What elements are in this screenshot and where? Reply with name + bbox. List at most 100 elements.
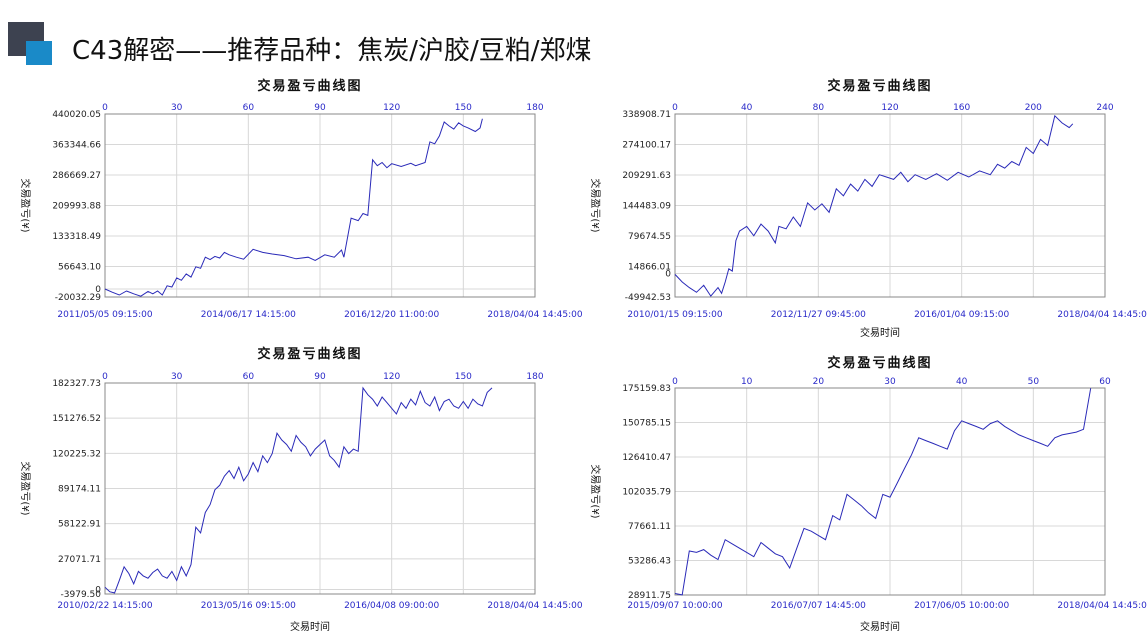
y-tick-label: 28911.75 [628,591,671,601]
y-axis-title: 交易盈亏(¥) [589,178,602,232]
bottom-tick-label: 2010/02/22 14:15:00 [57,601,152,611]
y-tick-label: 27071.71 [58,555,101,565]
equity-curve-line [674,388,1092,596]
bottom-tick-label: 2016/12/20 11:00:00 [344,310,439,320]
top-tick-label: 80 [813,103,825,113]
bottom-tick-label: 2015/09/07 10:00:00 [627,601,722,611]
top-tick-label: 160 [953,103,970,113]
equity-chart-3: 交易盈亏曲线图 0 30 60 90 120 150 180 182327.73 151276.5… [19,346,583,633]
y-tick-label: 0 [95,585,101,595]
top-tick-label: 0 [102,372,108,382]
bottom-tick-label: 2011/05/05 09:15:00 [57,310,152,320]
top-tick-label: 30 [171,103,183,113]
top-tick-label: 0 [102,103,108,113]
y-tick-label: 89174.11 [58,485,101,495]
y-tick-label: 58122.91 [58,520,101,530]
y-tick-label: 79674.55 [628,232,671,242]
top-tick-label: 40 [956,377,968,387]
bottom-tick-label: 2010/01/15 09:15:00 [627,310,722,320]
y-tick-label: 126410.47 [622,453,671,463]
top-tick-label: 240 [1096,103,1113,113]
slide-title: C43解密——推荐品种：焦炭/沪胶/豆粕/郑煤 [72,36,592,66]
top-tick-label: 120 [383,372,400,382]
bottom-tick-label: 2018/04/04 14:45:00 [487,310,582,320]
top-tick-label: 60 [1099,377,1111,387]
plot-frame [674,113,1106,298]
y-tick-label: 53286.43 [628,557,671,567]
top-tick-label: 120 [383,103,400,113]
x-axis-title: 交易时间 [860,620,900,633]
bottom-tick-label: 2017/06/05 10:00:00 [914,601,1009,611]
top-tick-label: 10 [741,377,753,387]
y-tick-label: 440020.05 [52,110,101,120]
y-tick-label: 150785.15 [622,419,671,429]
top-tick-label: 0 [672,377,678,387]
y-tick-label: 120225.32 [52,449,101,459]
chart-title: 交易盈亏曲线图 [827,355,932,371]
top-tick-label: 40 [741,103,753,113]
top-tick-label: 0 [672,103,678,113]
top-tick-label: 30 [171,372,183,382]
y-tick-label: 144483.09 [622,202,671,212]
y-axis-title: 交易盈亏(¥) [19,461,32,515]
y-tick-label: 182327.73 [52,379,101,389]
y-tick-label: 133318.49 [52,232,101,242]
y-tick-label: -49942.53 [625,293,671,303]
top-tick-label: 200 [1025,103,1042,113]
top-tick-label: 180 [526,372,543,382]
y-axis-title: 交易盈亏(¥) [19,178,32,232]
top-tick-label: 50 [1028,377,1040,387]
equity-chart-1: 交易盈亏曲线图 0 30 60 90 120 150 180 440020.05 363344.6… [19,78,583,320]
plot-frame [104,382,536,595]
y-tick-label: 209993.88 [52,202,101,212]
y-tick-label: 151276.52 [52,414,101,424]
x-axis-title: 交易时间 [860,326,900,339]
plot-frame [104,113,536,298]
bottom-tick-label: 2016/07/07 14:45:00 [771,601,866,611]
chart-title: 交易盈亏曲线图 [257,346,362,362]
top-tick-label: 180 [526,103,543,113]
equity-chart-4: 交易盈亏曲线图 0 10 20 30 40 50 60 175159.83 150785.15 12… [589,355,1147,633]
bottom-tick-label: 2013/05/16 09:15:00 [201,601,296,611]
bottom-tick-label: 2018/04/04 14:45:00 [1057,310,1147,320]
plot-frame [674,387,1106,596]
y-tick-label: -3979.50 [61,590,102,600]
logo-blue-square [26,41,52,65]
top-tick-label: 90 [314,103,326,113]
y-tick-label: 175159.83 [622,384,671,394]
top-tick-label: 120 [881,103,898,113]
y-tick-label: 363344.66 [52,141,101,151]
x-axis-title: 交易时间 [290,620,330,633]
bottom-tick-label: 2014/06/17 14:15:00 [201,310,296,320]
y-tick-label: 274100.17 [622,141,671,151]
equity-chart-2: 交易盈亏曲线图 0 40 80 120 160 200 240 338908.71 274100.… [589,78,1147,339]
bottom-tick-label: 2018/04/04 14:45:00 [487,601,582,611]
equity-curve-line [104,118,483,297]
y-tick-label: 14866.01 [628,263,671,273]
top-tick-label: 30 [884,377,896,387]
y-tick-label: -20032.29 [55,293,101,303]
y-tick-label: 56643.10 [58,263,101,273]
top-tick-label: 150 [455,103,472,113]
equity-curve-line [104,386,493,594]
equity-curve-line [674,114,1074,297]
chart-title: 交易盈亏曲线图 [257,78,362,94]
y-tick-label: 0 [95,285,101,295]
y-tick-label: 286669.27 [52,171,101,181]
y-tick-label: 102035.79 [622,488,671,498]
y-tick-label: 338908.71 [622,110,671,120]
y-axis-title: 交易盈亏(¥) [589,464,602,518]
bottom-tick-label: 2012/11/27 09:45:00 [771,310,866,320]
y-tick-label: 77661.11 [628,522,671,532]
bottom-tick-label: 2016/04/08 09:00:00 [344,601,439,611]
chart-title: 交易盈亏曲线图 [827,78,932,94]
top-tick-label: 60 [243,372,255,382]
top-tick-label: 90 [314,372,326,382]
bottom-tick-label: 2018/04/04 14:45:00 [1057,601,1147,611]
top-tick-label: 60 [243,103,255,113]
bottom-tick-label: 2016/01/04 09:15:00 [914,310,1009,320]
y-tick-label: 209291.63 [622,171,671,181]
y-tick-label: 0 [665,269,671,279]
top-tick-label: 20 [813,377,825,387]
top-tick-label: 150 [455,372,472,382]
